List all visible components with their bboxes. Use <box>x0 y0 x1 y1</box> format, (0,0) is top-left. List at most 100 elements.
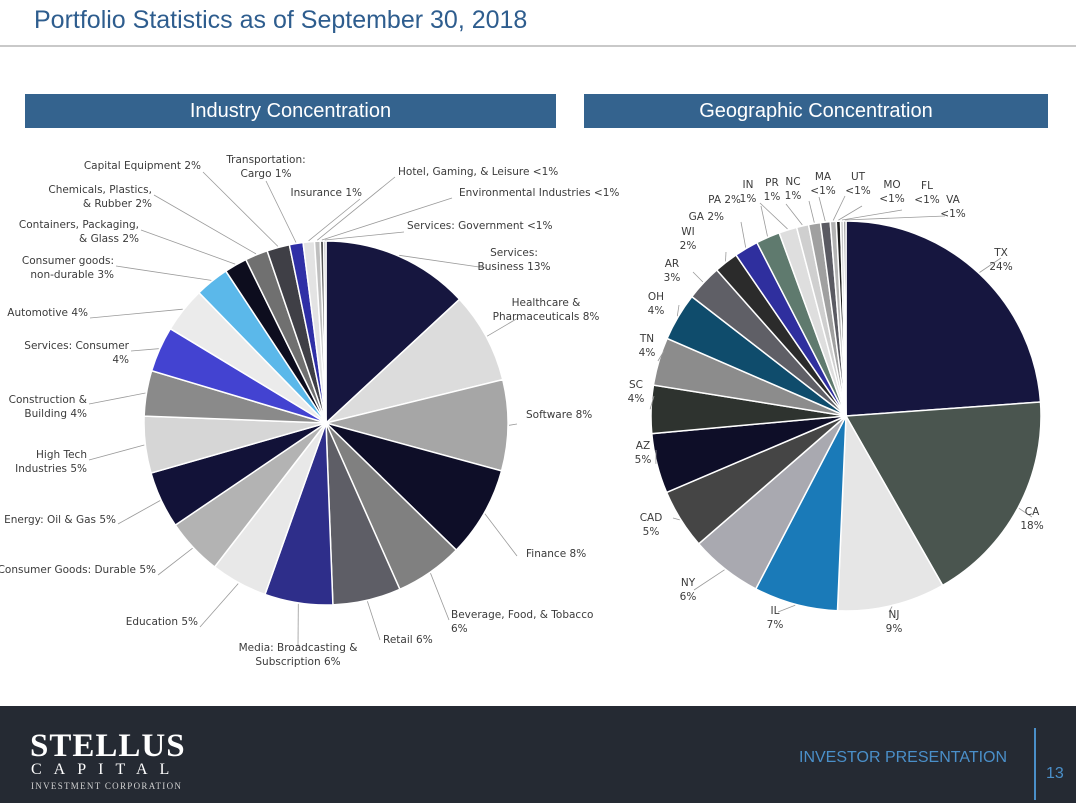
industry-data-label: Services: Government <1% <box>407 220 552 232</box>
industry-data-label: Software 8% <box>526 409 592 421</box>
footer-label: INVESTOR PRESENTATION <box>799 749 1008 766</box>
geographic-leader-line <box>832 195 846 221</box>
industry-data-label: Services: Business 13% <box>478 247 551 273</box>
page-title: Portfolio Statistics as of September 30,… <box>34 6 528 34</box>
industry-data-label: Construction & Building 4% <box>9 394 87 420</box>
industry-data-label: Healthcare & Pharmaceuticals 8% <box>493 297 600 323</box>
geographic-slice <box>844 401 1042 587</box>
geographic-data-label: TN 4% <box>639 333 656 359</box>
industry-leader-line <box>130 348 159 352</box>
industry-data-label: Energy: Oil & Gas 5% <box>4 514 116 526</box>
company-logo-tagline: INVESTMENT CORPORATION <box>31 781 183 791</box>
geographic-leader-line <box>785 203 803 226</box>
page-number: 13 <box>1046 765 1064 782</box>
industry-leader-line <box>508 423 518 426</box>
geographic-leader-line <box>760 205 768 237</box>
geographic-leader-line <box>649 395 655 410</box>
industry-slice <box>323 298 504 425</box>
geographic-leader-line <box>725 251 727 262</box>
geographic-data-label: SC 4% <box>628 379 645 405</box>
geographic-leader-line <box>692 271 704 283</box>
industry-leader-line <box>265 180 297 243</box>
industry-data-label: Insurance 1% <box>290 187 362 199</box>
industry-leader-line <box>484 513 518 557</box>
geographic-data-label: FL <1% <box>914 180 939 206</box>
geographic-slice <box>845 220 1042 417</box>
industry-data-label: Containers, Packaging, & Glass 2% <box>19 219 139 245</box>
industry-leader-line <box>140 229 236 265</box>
industry-data-label: Transportation: Cargo 1% <box>225 154 305 180</box>
geographic-data-label: PA 2% <box>708 194 741 206</box>
geographic-leader-line <box>979 257 1002 273</box>
geographic-section-header: Geographic Concentration <box>584 94 1048 128</box>
geographic-leader-line <box>888 606 893 613</box>
pie-charts: Services: Business 13% Healthcare & Pharmac… <box>0 154 1044 668</box>
industry-data-label: High Tech Industries 5% <box>15 449 87 475</box>
industry-leader-line <box>430 573 450 621</box>
geographic-leader-line <box>740 221 747 248</box>
industry-data-label: Consumer goods: non-durable 3% <box>22 255 114 281</box>
geographic-data-label: CAD 5% <box>640 512 663 538</box>
industry-leader-line <box>317 176 396 241</box>
geographic-data-label: AR 3% <box>664 258 681 284</box>
industry-leader-line <box>367 601 381 641</box>
footer: STELLUS CAPITAL INVESTMENT CORPORATION I… <box>0 706 1076 803</box>
geographic-leader-line <box>838 205 863 221</box>
geographic-slice <box>836 413 944 612</box>
industry-leader-line <box>115 265 212 281</box>
industry-data-label: Capital Equipment 2% <box>84 160 201 172</box>
industry-data-label: Hotel, Gaming, & Leisure <1% <box>398 166 558 178</box>
geographic-leader-line <box>676 304 680 317</box>
industry-data-label: Environmental Industries <1% <box>459 187 619 199</box>
industry-leader-line <box>324 231 405 241</box>
geographic-data-label: CA 18% <box>1020 506 1043 532</box>
industry-slice <box>323 378 509 472</box>
geographic-leader-line <box>672 517 680 521</box>
geographic-leader-line <box>777 604 796 613</box>
geographic-data-label: IN 1% <box>740 179 757 205</box>
industry-leader-line <box>321 197 453 241</box>
geographic-data-label: IL 7% <box>767 605 784 631</box>
industry-leader-line <box>88 444 145 461</box>
industry-data-label: Education 5% <box>126 616 198 628</box>
geographic-leader-line <box>844 215 946 221</box>
industry-leader-line <box>157 547 193 576</box>
geographic-data-label: GA 2% <box>689 211 724 223</box>
geographic-data-label: PR 1% <box>764 177 781 203</box>
company-logo-subtitle: CAPITAL <box>31 761 182 778</box>
industry-leader-line <box>202 171 279 247</box>
geographic-leader-line <box>841 209 903 221</box>
industry-data-label: Automotive 4% <box>7 307 88 319</box>
geographic-data-label: NC 1% <box>785 176 802 202</box>
geographic-leader-line <box>693 569 725 591</box>
industry-section-header: Industry Concentration <box>25 94 556 128</box>
geographic-data-label: VA <1% <box>940 194 965 220</box>
industry-leader-line <box>199 583 239 628</box>
geographic-data-label: MA <1% <box>810 171 835 197</box>
industry-slice <box>323 421 503 552</box>
title-divider <box>0 45 1076 47</box>
industry-data-label: Beverage, Food, & Tobacco 6% <box>451 609 593 635</box>
geographic-leader-line <box>808 200 815 223</box>
geographic-leader-line <box>818 196 826 222</box>
industry-leader-line <box>88 392 146 405</box>
industry-leader-line <box>399 254 487 269</box>
industry-slice <box>325 240 461 425</box>
geographic-data-label: NJ 9% <box>886 609 903 635</box>
industry-data-label: Services: Consumer 4% <box>24 340 129 366</box>
geographic-leader-line <box>759 202 788 230</box>
geographic-leader-line <box>657 350 665 362</box>
industry-data-label: Finance 8% <box>526 548 586 560</box>
industry-data-label: Media: Broadcasting & Subscription 6% <box>239 642 358 668</box>
industry-leader-line <box>486 317 519 337</box>
geographic-data-label: AZ 5% <box>635 440 652 466</box>
geographic-data-label: OH 4% <box>648 291 665 317</box>
geographic-data-label: UT <1% <box>845 171 870 197</box>
industry-data-label: Chemicals, Plastics, & Rubber 2% <box>48 184 152 210</box>
industry-data-label: Consumer Goods: Durable 5% <box>0 564 156 576</box>
industry-leader-line <box>308 198 361 242</box>
geographic-data-label: TX 24% <box>989 247 1012 273</box>
industry-data-label: Retail 6% <box>383 634 433 646</box>
geographic-data-label: WI 2% <box>680 226 697 252</box>
industry-leader-line <box>89 308 183 319</box>
